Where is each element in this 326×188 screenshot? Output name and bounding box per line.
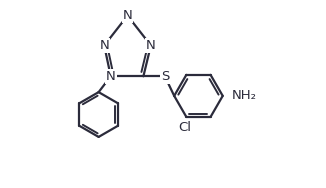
Text: S: S [161,70,169,83]
Text: N: N [146,39,156,52]
Text: N: N [99,39,109,52]
Text: Cl: Cl [178,121,191,134]
Text: N: N [123,9,132,22]
Text: NH₂: NH₂ [232,89,257,102]
Text: N: N [106,70,116,83]
